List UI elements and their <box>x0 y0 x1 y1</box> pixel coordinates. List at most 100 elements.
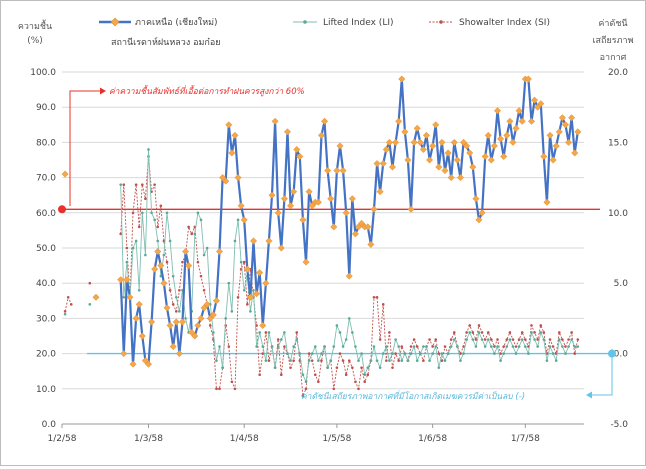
data-point-humidity <box>503 131 511 139</box>
data-point-humidity <box>506 117 514 125</box>
data-point-showalter-index <box>530 324 533 327</box>
data-point-humidity <box>240 216 248 224</box>
data-point-showalter-index <box>437 352 441 355</box>
data-point-showalter-index <box>508 331 512 334</box>
data-point-humidity <box>574 128 582 136</box>
data-point-lifted-index <box>119 183 122 186</box>
data-point-humidity <box>169 343 177 351</box>
data-point-showalter-index <box>230 380 234 384</box>
data-point-lifted-index <box>286 352 289 355</box>
data-point-humidity <box>364 223 372 231</box>
data-point-humidity <box>293 145 301 153</box>
y-axis-right: -5.0 0.0 5.0 10.0 15.0 20.0 <box>608 68 628 430</box>
data-point-lifted-index <box>168 239 172 243</box>
data-point-showalter-index <box>496 338 499 341</box>
data-point-humidity <box>271 117 279 125</box>
data-point-humidity <box>317 131 326 139</box>
data-point-humidity <box>524 75 532 83</box>
data-point-lifted-index <box>576 345 580 348</box>
data-point-humidity <box>148 318 156 326</box>
y-left-tick-label: 0.0 <box>42 420 57 430</box>
data-point-lifted-index <box>557 338 561 341</box>
y-left-tick-label: 60.0 <box>36 209 56 219</box>
data-point-humidity <box>290 188 298 196</box>
legend-label-si: Showalter Index (SI) <box>459 18 550 28</box>
data-point-lifted-index <box>283 331 286 334</box>
data-point-humidity <box>154 247 162 256</box>
x-axis: 1/2/58 1/3/58 1/4/58 1/5/58 1/6/58 1/7/58 <box>48 424 540 444</box>
data-point-showalter-index <box>258 373 261 377</box>
data-point-humidity <box>484 131 492 139</box>
data-point-showalter-index <box>520 331 524 334</box>
data-point-humidity <box>398 75 406 83</box>
data-point-lifted-index <box>125 260 129 264</box>
data-point-humidity <box>367 240 375 249</box>
data-point-showalter-index <box>409 345 413 348</box>
data-point-lifted-index <box>344 338 348 341</box>
data-point-lifted-index <box>354 345 357 348</box>
data-point-showalter-index <box>313 373 317 377</box>
data-point-showalter-index <box>190 232 194 236</box>
data-point-humidity <box>256 269 264 277</box>
data-point-humidity <box>92 293 100 301</box>
data-point-lifted-index <box>199 218 203 222</box>
data-point-humidity <box>203 300 211 308</box>
data-point-showalter-index <box>159 204 163 208</box>
data-point-lifted-index <box>486 338 490 341</box>
humidity-annotation-arrow <box>69 90 100 206</box>
data-point-humidity <box>392 138 400 146</box>
data-point-lifted-index <box>218 345 221 348</box>
data-point-humidity <box>379 159 387 168</box>
data-point-lifted-index <box>397 345 400 348</box>
y-left-tick-label: 10.0 <box>36 385 56 395</box>
data-point-lifted-index <box>480 338 484 341</box>
data-point-humidity <box>413 124 421 132</box>
data-point-showalter-index <box>174 310 178 313</box>
data-point-humidity <box>558 114 566 122</box>
data-point-showalter-index <box>548 338 552 341</box>
data-point-showalter-index <box>261 352 265 355</box>
data-point-lifted-index <box>536 345 539 348</box>
data-point-humidity <box>438 138 446 146</box>
data-point-lifted-index <box>437 366 441 369</box>
data-point-humidity <box>151 265 159 273</box>
series-layer <box>61 75 582 398</box>
data-point-showalter-index <box>289 366 292 369</box>
data-point-showalter-index <box>576 338 580 341</box>
data-point-lifted-index <box>150 211 153 215</box>
data-point-showalter-index <box>557 331 561 334</box>
data-point-humidity <box>410 138 418 146</box>
data-point-lifted-index <box>400 359 404 362</box>
data-point-humidity <box>305 188 313 196</box>
data-point-showalter-index <box>400 345 404 348</box>
data-point-lifted-index <box>326 366 329 369</box>
data-point-showalter-index <box>573 352 577 355</box>
data-point-lifted-index <box>317 359 320 362</box>
data-point-showalter-index <box>280 373 283 377</box>
data-point-humidity <box>172 318 180 326</box>
data-point-humidity <box>194 321 202 329</box>
legend-marker-humidity <box>110 17 120 27</box>
data-point-showalter-index <box>276 338 280 341</box>
data-point-humidity <box>419 145 427 153</box>
data-point-showalter-index <box>141 183 144 186</box>
data-point-humidity <box>404 156 412 164</box>
data-point-humidity <box>447 174 455 182</box>
data-point-showalter-index <box>255 324 258 327</box>
data-point-showalter-index <box>394 352 397 355</box>
data-point-humidity <box>469 163 477 171</box>
data-point-lifted-index <box>202 253 206 257</box>
data-point-lifted-index <box>329 359 333 362</box>
data-point-humidity <box>537 100 545 108</box>
data-point-humidity <box>178 318 187 326</box>
data-point-humidity <box>426 156 434 164</box>
data-point-showalter-index <box>363 380 366 384</box>
data-point-showalter-index <box>391 366 394 369</box>
data-point-lifted-index <box>289 359 292 362</box>
data-point-lifted-index <box>307 359 311 362</box>
data-point-lifted-index <box>205 246 209 250</box>
data-point-lifted-index <box>496 345 499 348</box>
data-point-showalter-index <box>335 366 339 369</box>
data-point-showalter-index <box>267 359 271 362</box>
